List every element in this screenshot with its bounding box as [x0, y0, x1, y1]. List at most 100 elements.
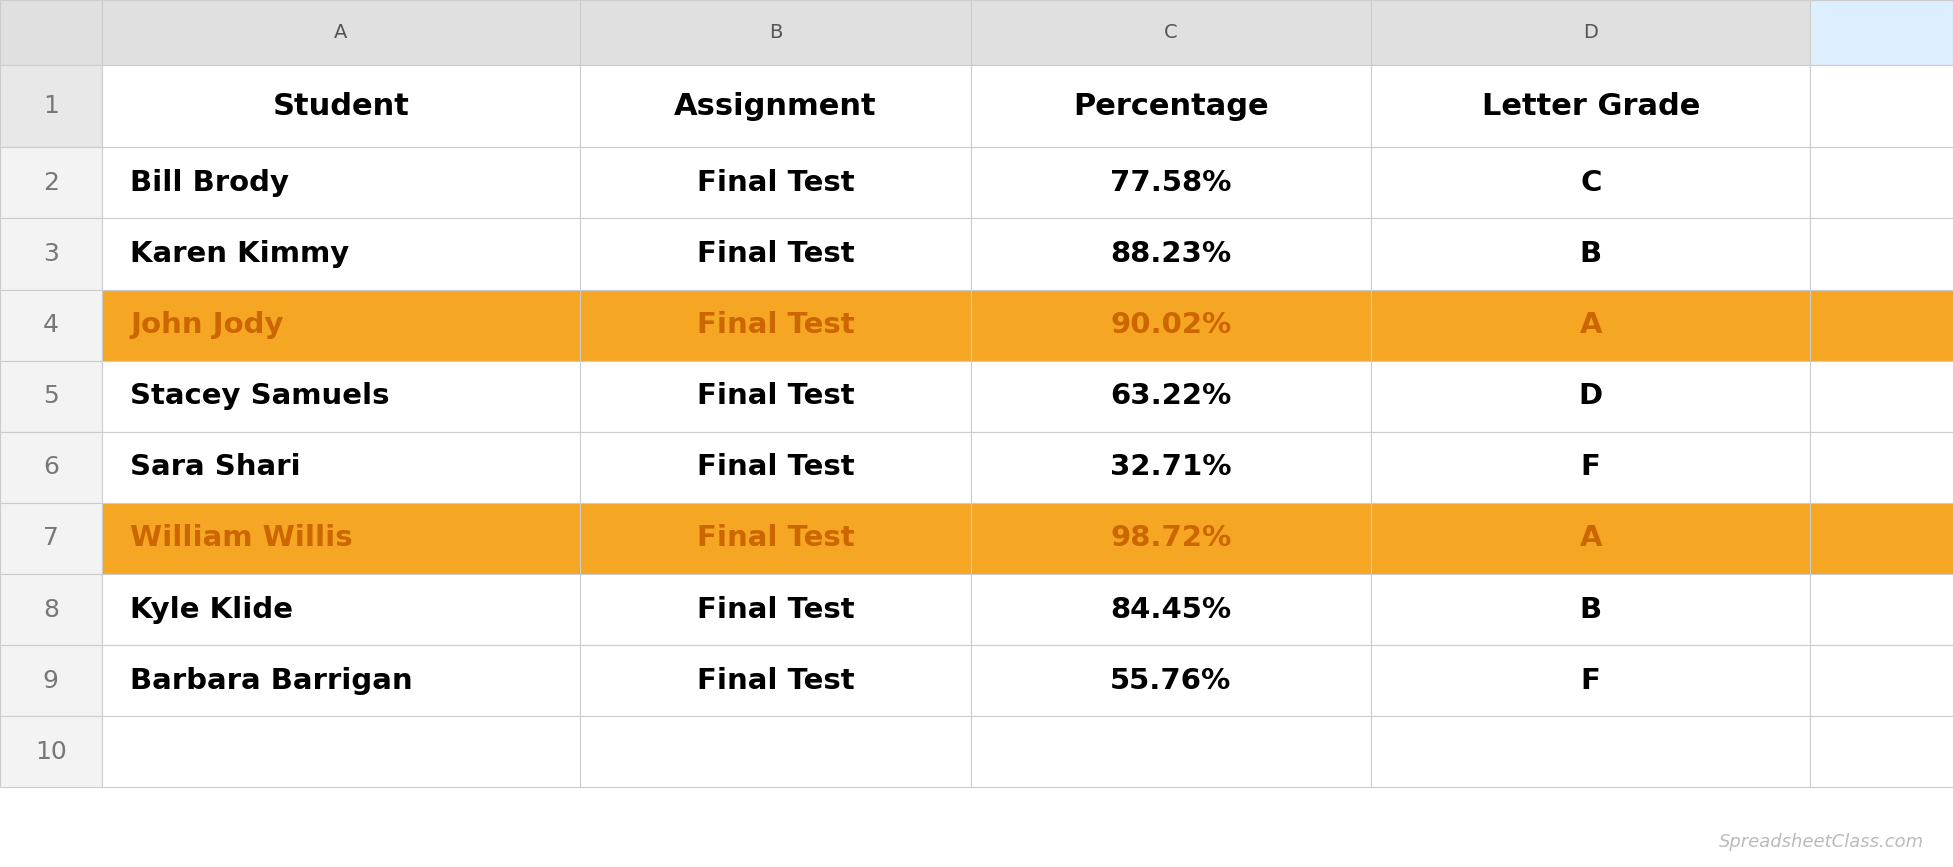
Text: 9: 9 — [43, 668, 59, 693]
Bar — [102, 65, 580, 147]
Bar — [1810, 432, 1953, 503]
Text: Final Test: Final Test — [697, 382, 853, 410]
Text: Final Test: Final Test — [697, 240, 853, 268]
Bar — [971, 361, 1371, 432]
Bar — [971, 574, 1371, 645]
Bar — [971, 65, 1371, 147]
Bar — [0, 361, 102, 432]
Bar — [1371, 432, 1810, 503]
Text: Karen Kimmy: Karen Kimmy — [131, 240, 350, 268]
Text: 1: 1 — [43, 95, 59, 118]
Text: F: F — [1580, 453, 1601, 481]
Bar — [580, 147, 971, 218]
Text: Kyle Klide: Kyle Klide — [131, 596, 293, 623]
Text: 3: 3 — [43, 242, 59, 266]
Text: C: C — [1580, 169, 1601, 197]
Bar — [102, 0, 580, 65]
Bar — [1371, 503, 1810, 574]
Bar — [580, 645, 971, 716]
Text: John Jody: John Jody — [131, 311, 283, 339]
Text: 10: 10 — [35, 740, 66, 764]
Bar — [0, 290, 102, 361]
Text: C: C — [1164, 23, 1178, 42]
Bar — [1371, 147, 1810, 218]
Text: Student: Student — [271, 92, 410, 121]
Bar — [580, 290, 971, 361]
Text: B: B — [769, 23, 781, 42]
Bar — [971, 290, 1371, 361]
Bar — [580, 432, 971, 503]
Bar — [102, 716, 580, 787]
Text: Percentage: Percentage — [1072, 92, 1269, 121]
Bar — [102, 361, 580, 432]
Bar — [0, 574, 102, 645]
Text: 8: 8 — [43, 597, 59, 622]
Text: 77.58%: 77.58% — [1109, 169, 1232, 197]
Bar — [1810, 218, 1953, 290]
Bar — [1371, 218, 1810, 290]
Text: 6: 6 — [43, 455, 59, 479]
Bar — [0, 432, 102, 503]
Bar — [1810, 716, 1953, 787]
Bar — [971, 218, 1371, 290]
Bar — [1810, 65, 1953, 147]
Bar — [1371, 361, 1810, 432]
Bar — [971, 645, 1371, 716]
Bar — [580, 503, 971, 574]
Text: 2: 2 — [43, 171, 59, 195]
Text: B: B — [1580, 240, 1601, 268]
Bar — [1810, 503, 1953, 574]
Bar — [0, 218, 102, 290]
Bar — [0, 147, 102, 218]
Bar — [1810, 645, 1953, 716]
Text: B: B — [1580, 596, 1601, 623]
Bar — [102, 147, 580, 218]
Text: A: A — [334, 23, 348, 42]
Bar — [0, 503, 102, 574]
Bar — [971, 147, 1371, 218]
Text: Bill Brody: Bill Brody — [131, 169, 289, 197]
Bar — [580, 218, 971, 290]
Bar — [102, 432, 580, 503]
Text: Final Test: Final Test — [697, 169, 853, 197]
Text: Final Test: Final Test — [697, 525, 853, 552]
Text: Final Test: Final Test — [697, 311, 853, 339]
Bar — [1371, 290, 1810, 361]
Text: Barbara Barrigan: Barbara Barrigan — [131, 667, 412, 694]
Text: 88.23%: 88.23% — [1109, 240, 1232, 268]
Bar — [580, 716, 971, 787]
Text: 4: 4 — [43, 313, 59, 337]
Bar — [1371, 716, 1810, 787]
Bar — [102, 503, 580, 574]
Bar — [0, 645, 102, 716]
Text: Assignment: Assignment — [674, 92, 877, 121]
Text: Final Test: Final Test — [697, 596, 853, 623]
Text: F: F — [1580, 667, 1601, 694]
Text: 90.02%: 90.02% — [1109, 311, 1232, 339]
Bar — [1810, 290, 1953, 361]
Text: A: A — [1580, 311, 1601, 339]
Bar — [580, 574, 971, 645]
Text: Final Test: Final Test — [697, 667, 853, 694]
Bar — [971, 716, 1371, 787]
Text: 7: 7 — [43, 526, 59, 551]
Bar — [102, 574, 580, 645]
Bar — [1810, 361, 1953, 432]
Bar — [102, 218, 580, 290]
Bar — [102, 290, 580, 361]
Bar — [1371, 65, 1810, 147]
Bar — [580, 0, 971, 65]
Text: D: D — [1578, 382, 1603, 410]
Bar — [1371, 574, 1810, 645]
Text: SpreadsheetClass.com: SpreadsheetClass.com — [1719, 833, 1924, 851]
Bar — [1810, 147, 1953, 218]
Text: Stacey Samuels: Stacey Samuels — [131, 382, 391, 410]
Bar — [1371, 0, 1810, 65]
Bar — [0, 0, 102, 65]
Bar — [1810, 0, 1953, 65]
Text: Letter Grade: Letter Grade — [1482, 92, 1699, 121]
Text: 5: 5 — [43, 384, 59, 408]
Text: Final Test: Final Test — [697, 453, 853, 481]
Bar — [971, 0, 1371, 65]
Bar — [580, 361, 971, 432]
